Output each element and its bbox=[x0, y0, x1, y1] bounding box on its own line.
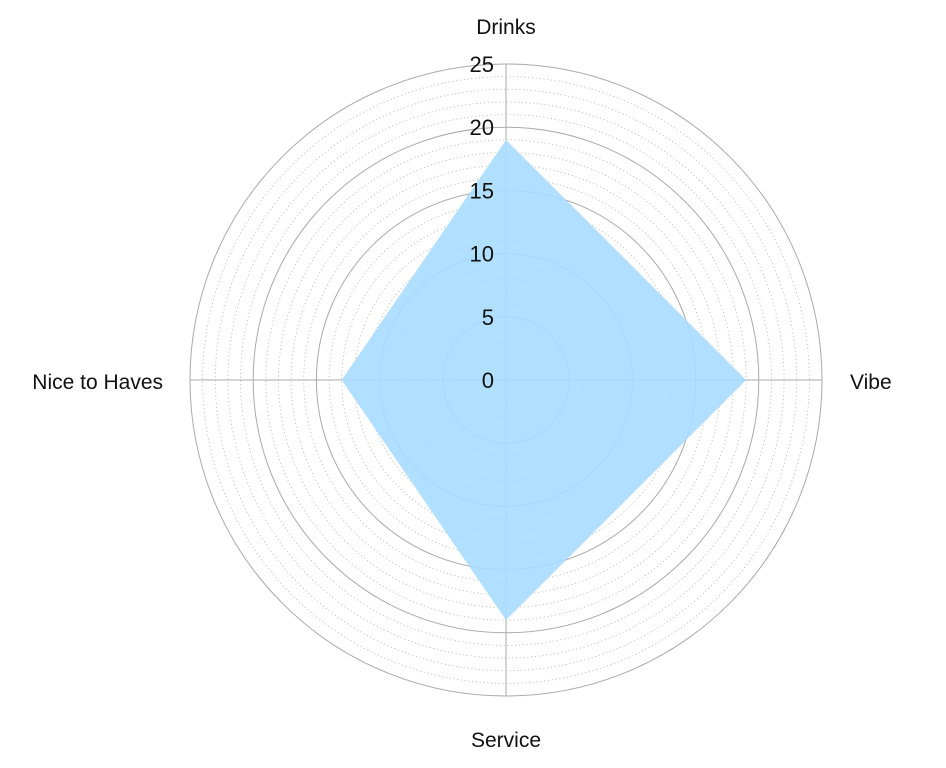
radial-tick-label: 0 bbox=[482, 368, 494, 393]
radial-tick-label: 10 bbox=[470, 242, 494, 267]
axis-labels: Drinks Vibe Service Nice to Haves bbox=[32, 16, 891, 752]
axis-label-nice-to-haves: Nice to Haves bbox=[32, 371, 163, 394]
radial-tick-label: 25 bbox=[470, 52, 494, 77]
series-layer bbox=[341, 139, 747, 621]
axis-label-vibe: Vibe bbox=[850, 371, 892, 394]
radial-tick-label: 15 bbox=[470, 178, 494, 203]
radial-tick-label: 20 bbox=[470, 115, 494, 140]
tick-labels: 0 5 10 15 20 25 bbox=[470, 52, 494, 393]
axis-label-service: Service bbox=[471, 729, 541, 752]
axis-label-drinks: Drinks bbox=[476, 16, 536, 39]
radial-tick-label: 5 bbox=[482, 305, 494, 330]
series-area bbox=[341, 139, 747, 621]
